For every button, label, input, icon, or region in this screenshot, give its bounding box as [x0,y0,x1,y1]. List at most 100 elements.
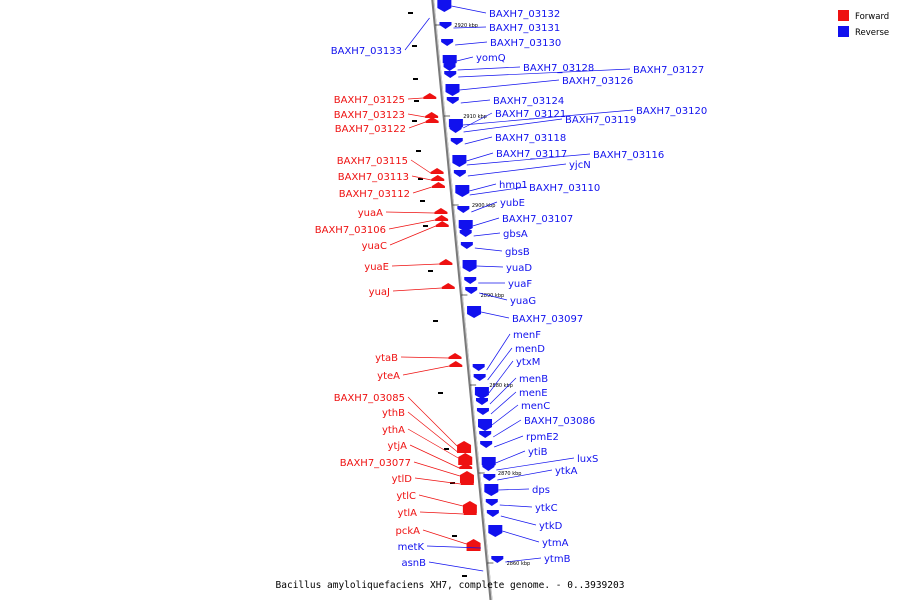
reverse-gene [475,398,488,405]
reverse-gene [473,374,486,381]
leader-line [392,287,442,292]
leader-line [388,219,436,230]
feature-marker [420,200,425,202]
feature-marker [462,575,467,577]
reverse-gene [480,441,493,448]
feature-marker [418,178,423,180]
forward-gene-label: BAXH7_03106 [315,225,386,236]
forward-gene-label: yteA [377,371,400,382]
leader-line [407,97,424,100]
reverse-gene-label: ytkD [539,521,563,532]
reverse-gene [446,97,459,104]
reverse-gene-label: BAXH7_03130 [490,38,561,49]
forward-gene [434,208,448,214]
reverse-gene-label: ytmB [544,554,571,565]
reverse-gene-label: yjcN [569,160,591,171]
leader-line [463,112,493,129]
feature-marker [452,535,457,537]
reverse-gene-label: yubE [500,198,525,209]
leader-line [495,450,526,464]
forward-gene-label: yuaJ [369,287,390,298]
reverse-gene-label: BAXH7_03097 [512,314,583,325]
forward-gene-label: BAXH7_03123 [334,110,405,121]
leader-line [428,561,484,572]
leader-line [490,391,517,415]
reverse-gene-label: menB [519,374,548,385]
leader-line [466,153,591,166]
leader-line [457,66,521,71]
leader-line [466,152,494,162]
leader-line [389,225,436,246]
leader-line [407,113,426,118]
reverse-gene [465,287,478,294]
leader-line [480,311,510,319]
leader-line [472,217,500,227]
feature-marker [416,150,421,152]
leader-line [473,232,501,237]
feature-marker [423,225,428,227]
leader-line [411,175,432,181]
feature-marker [412,45,417,47]
reverse-gene [445,84,460,96]
leader-line [486,333,511,371]
reverse-gene [453,170,466,177]
leader-line [489,377,517,405]
leader-line [479,292,508,301]
legend-swatch-forward [838,10,849,21]
genome-caption: Bacillus amyloliquefaciens XH7, complete… [276,580,625,591]
tick-label: 2910 kbp [463,114,487,120]
forward-gene [466,539,481,551]
forward-gene [459,463,473,469]
tick-label: 2870 kbp [498,471,522,477]
reverse-gene-label: gbsB [505,247,530,258]
feature-marker [438,392,443,394]
forward-gene-label: ythB [382,408,405,419]
forward-gene [449,361,463,367]
leader-line [460,99,491,104]
forward-gene [441,283,455,289]
reverse-gene-label: luxS [577,454,598,465]
forward-gene [462,501,477,513]
leader-line [407,411,458,453]
leader-line [462,109,634,126]
leader-line [476,265,504,268]
leader-line [494,435,524,448]
forward-gene-label: BAXH7_03133 [331,46,402,57]
reverse-gene [444,71,457,78]
feature-marker [428,270,433,272]
forward-gene-label: yuaA [358,208,383,219]
reverse-gene [482,464,495,471]
reverse-gene [486,510,499,517]
forward-gene [448,353,462,359]
forward-gene-label: ytlD [392,474,413,485]
forward-gene-label: ytjA [388,441,408,452]
leader-line [400,356,449,359]
leader-line [413,461,461,477]
leader-line [414,477,461,485]
legend: Forward Reverse [838,10,889,38]
reverse-gene-label: menC [521,401,550,412]
forward-gene-label: ytlA [398,508,418,519]
forward-gene-label: ythA [382,425,405,436]
reverse-gene [472,364,485,371]
forward-gene [425,112,439,118]
forward-gene [431,175,445,181]
reverse-gene [443,64,456,71]
reverse-gene-label: gbsA [503,229,528,240]
forward-gene-label: BAXH7_03122 [335,124,406,135]
leader-line [407,396,458,447]
forward-gene [459,471,474,483]
reverse-gene-label: BAXH7_03126 [562,76,633,87]
leader-line [491,404,519,426]
leader-line [463,118,563,133]
reverse-gene-label: BAXH7_03127 [633,65,704,76]
forward-gene-label: yuaE [364,262,389,273]
reverse-gene-label: ytmA [542,538,569,549]
reverse-gene [488,525,503,537]
leader-line [410,159,431,174]
leader-line [497,469,553,481]
forward-gene-label: pckA [396,526,421,537]
tick-label: 2860 kbp [507,561,531,567]
tick-label: 2880 kbp [489,383,513,389]
